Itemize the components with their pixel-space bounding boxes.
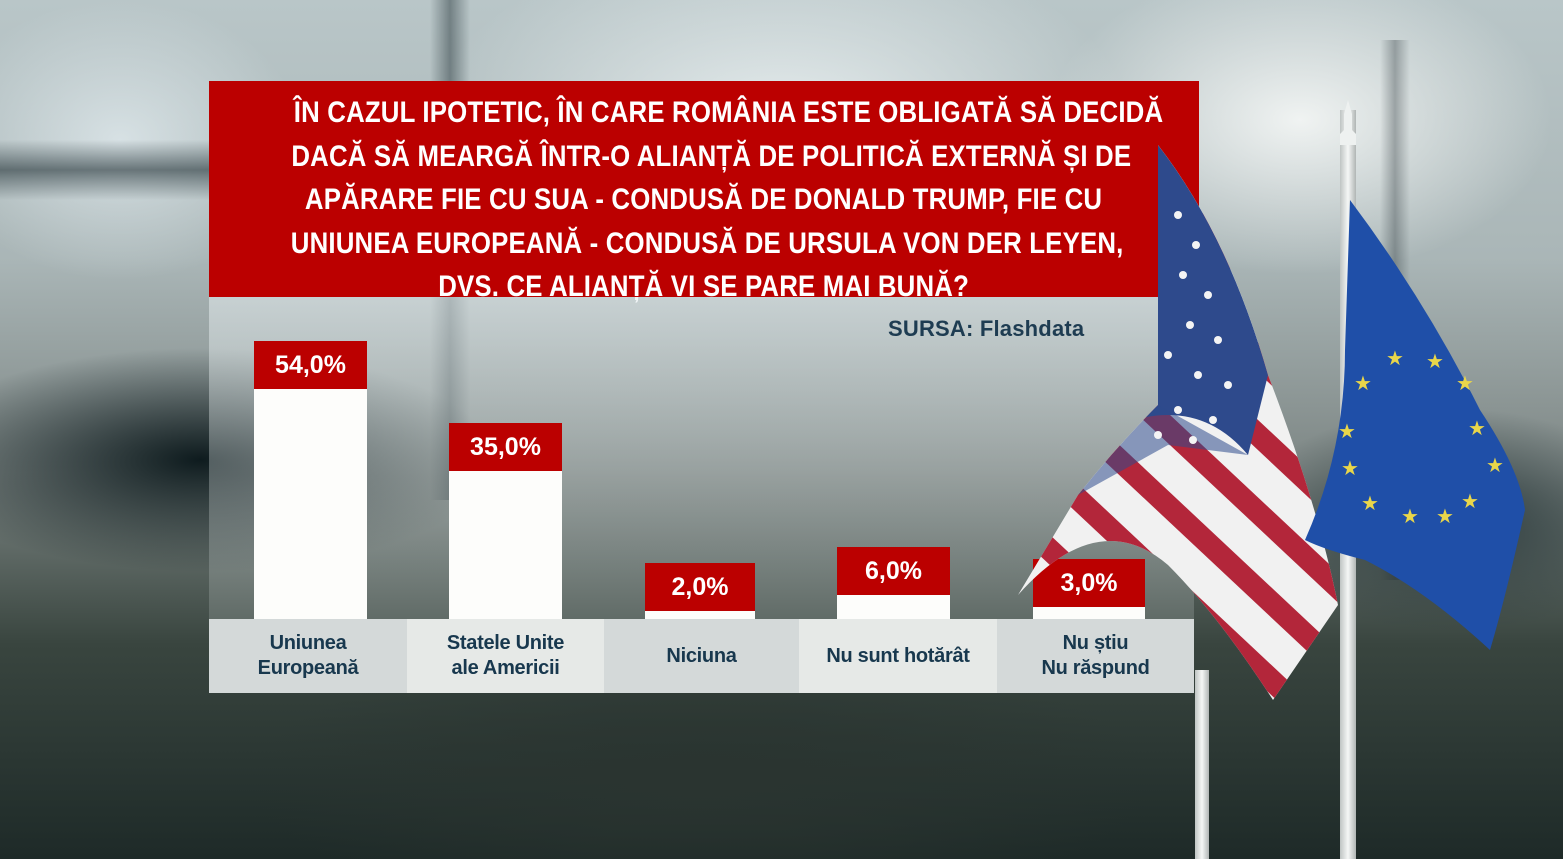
us-flag-pole xyxy=(1195,670,1209,859)
svg-text:★: ★ xyxy=(1338,419,1356,443)
bar-statele-unite: 35,0% xyxy=(449,423,562,619)
category-label: Uniunea Europeană xyxy=(209,619,407,693)
value-label: 54,0% xyxy=(254,341,367,389)
bar-nu-stiu-nu-raspund: 3,0% xyxy=(1033,559,1145,619)
value-label: 3,0% xyxy=(1033,559,1145,607)
flag-pole-finial-icon xyxy=(1340,100,1356,145)
bar-nu-sunt-hotarat: 6,0% xyxy=(837,547,950,619)
bar-niciuna: 2,0% xyxy=(645,563,755,619)
source-label: SURSA: Flashdata xyxy=(888,316,1085,341)
question-line-1: În cazul ipotetic, în care România este … xyxy=(293,96,1164,129)
poll-question-banner: În cazul ipotetic, în care România este … xyxy=(209,81,1199,303)
svg-text:★: ★ xyxy=(1354,371,1372,395)
value-label: 35,0% xyxy=(449,423,562,471)
question-line-4: Uniunea Europeană - condusă de Ursula vo… xyxy=(290,226,1124,260)
svg-text:★: ★ xyxy=(1468,416,1486,440)
category-label: Nu sunt hotărât xyxy=(799,619,997,693)
us-flag-icon xyxy=(1018,145,1338,700)
svg-text:★: ★ xyxy=(1461,489,1479,513)
svg-text:★: ★ xyxy=(1361,491,1379,515)
question-line-3: apărare fie cu SUA - condusă de Donald T… xyxy=(305,183,1103,216)
svg-text:★: ★ xyxy=(1436,504,1454,528)
value-label: 6,0% xyxy=(837,547,950,595)
category-label: Statele Unite ale Americii xyxy=(407,619,604,693)
flags-photo: ★ ★ ★ ★ ★ ★ ★ ★ ★ ★ ★ ★ xyxy=(1000,90,1563,859)
eu-flag-icon: ★ ★ ★ ★ ★ ★ ★ ★ ★ ★ ★ ★ xyxy=(1305,200,1525,650)
category-label: Nu știu Nu răspund xyxy=(997,619,1194,693)
category-axis: Uniunea Europeană Statele Unite ale Amer… xyxy=(209,619,1194,693)
svg-text:★: ★ xyxy=(1486,453,1504,477)
bar-uniunea-europeana: 54,0% xyxy=(254,341,367,619)
question-line-2: dacă să meargă într-o alianță de politic… xyxy=(291,139,1132,173)
value-label: 2,0% xyxy=(645,563,755,611)
svg-text:★: ★ xyxy=(1341,456,1359,480)
svg-text:★: ★ xyxy=(1401,504,1419,528)
svg-text:★: ★ xyxy=(1386,346,1404,370)
category-label: Niciuna xyxy=(604,619,799,693)
svg-text:★: ★ xyxy=(1426,349,1444,373)
svg-text:★: ★ xyxy=(1456,371,1474,395)
bar-chart-panel: SURSA: Flashdata 54,0% 35,0% 2,0% 6,0% 3… xyxy=(209,297,1194,693)
